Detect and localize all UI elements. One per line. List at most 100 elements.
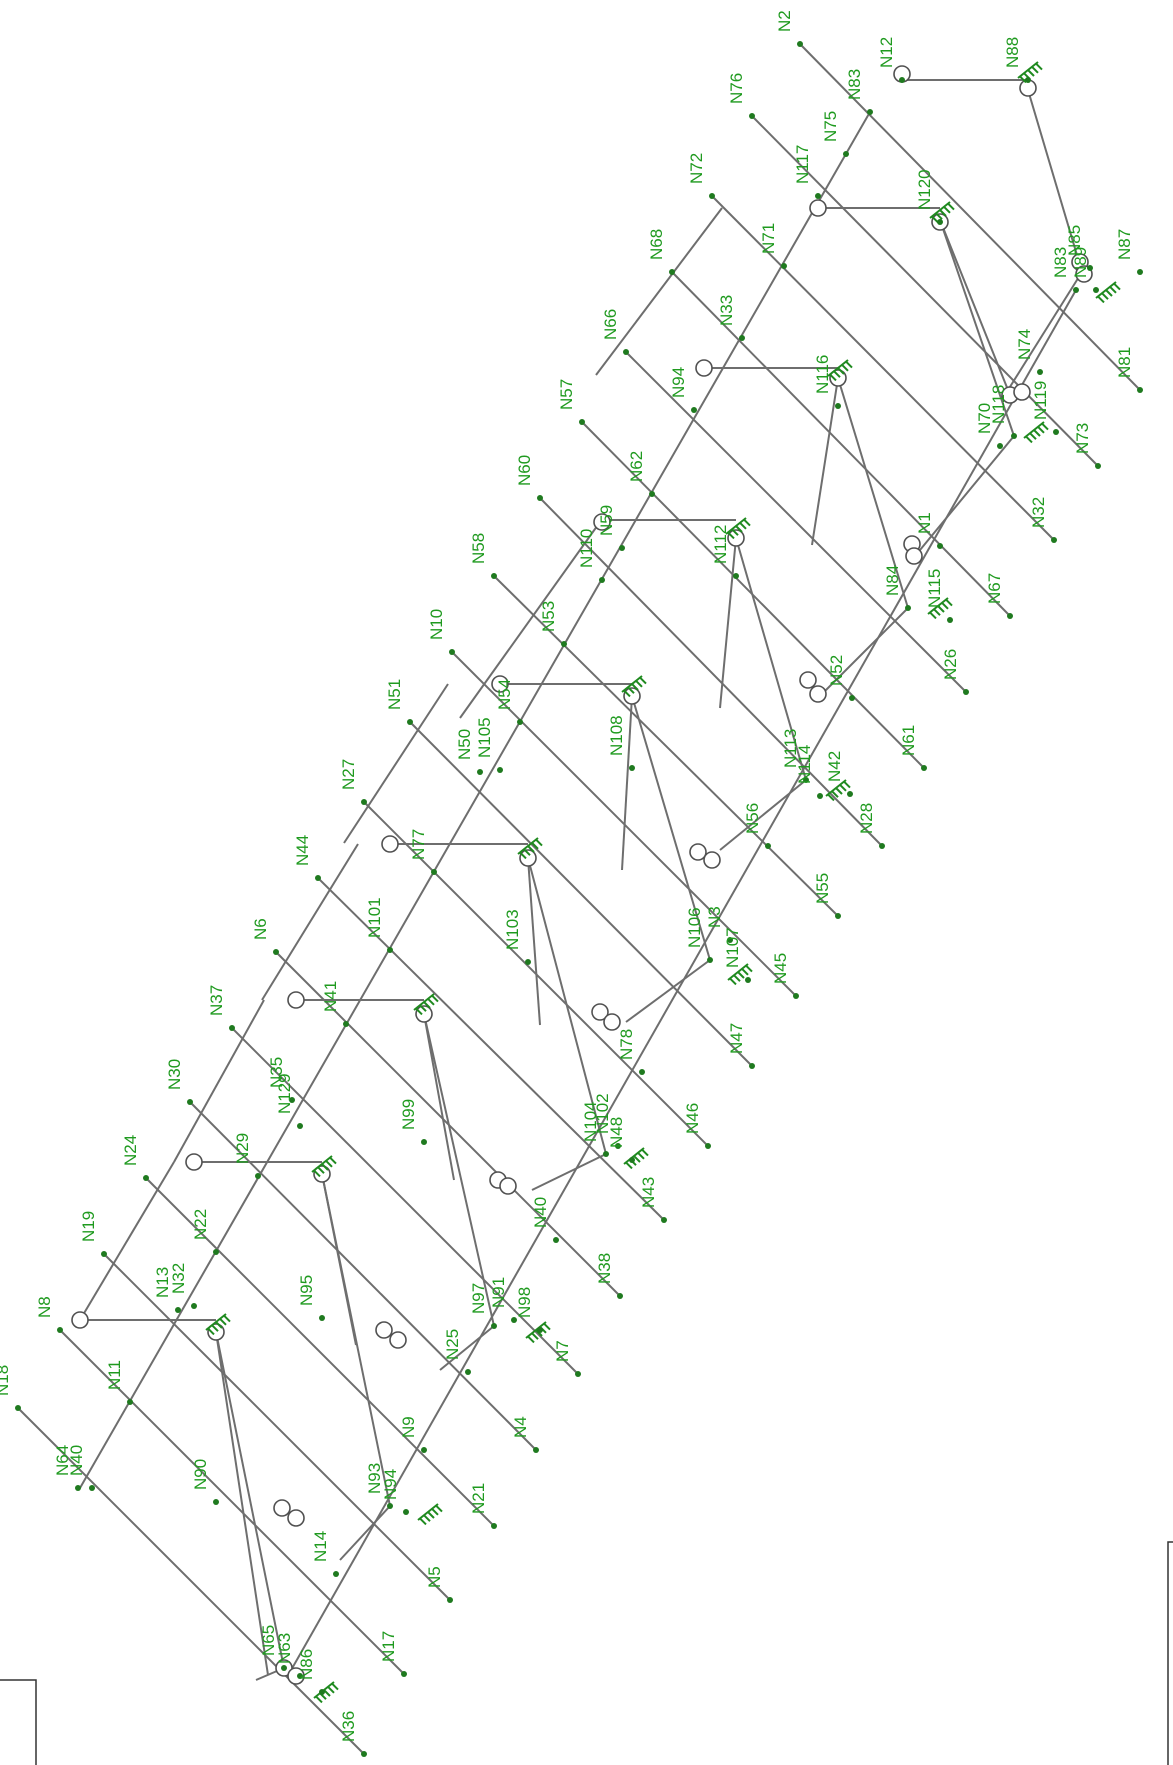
node-dot	[297, 1673, 303, 1679]
node-label: N75	[821, 111, 840, 142]
node-label: N56	[743, 803, 762, 834]
node-dot	[803, 777, 809, 783]
member-line	[719, 537, 737, 709]
node-label: N18	[0, 1365, 12, 1396]
node-label: N74	[1015, 329, 1034, 360]
node-dot	[603, 1151, 609, 1157]
node-dot	[491, 1323, 497, 1329]
member-line	[189, 1101, 537, 1451]
member-line	[819, 607, 909, 697]
member-line	[215, 1331, 269, 1676]
node-dot	[835, 913, 841, 919]
node-label: N73	[1073, 423, 1092, 454]
node-dot	[899, 77, 905, 83]
node-label: N63	[275, 1633, 294, 1664]
node-label: N19	[79, 1211, 98, 1242]
node-dot	[575, 1371, 581, 1377]
node-dot	[1137, 269, 1143, 275]
node-dot	[843, 151, 849, 157]
member-line	[799, 43, 1141, 391]
hinge-circle	[1013, 383, 1031, 401]
node-dot	[229, 1025, 235, 1031]
hinge-circle	[727, 529, 745, 547]
hinge-circle	[591, 1003, 609, 1021]
node-label: N13	[153, 1267, 172, 1298]
node-dot	[537, 1327, 543, 1333]
node-label: N66	[601, 309, 620, 340]
node-dot	[937, 219, 943, 225]
node-dot	[387, 1503, 393, 1509]
node-label: N98	[515, 1287, 534, 1318]
fixed-support-icon	[727, 963, 753, 986]
member-line	[79, 1161, 175, 1321]
node-dot	[905, 605, 911, 611]
node-label: N42	[825, 751, 844, 782]
hinge-circle	[593, 513, 611, 531]
node-dot	[997, 443, 1003, 449]
node-dot	[491, 573, 497, 579]
node-dot	[1011, 433, 1017, 439]
node-label: N91	[489, 1277, 508, 1308]
hinge-circle	[389, 1331, 407, 1349]
node-dot	[213, 1499, 219, 1505]
member-line	[939, 219, 1011, 396]
node-dot	[739, 335, 745, 341]
hinge-circle	[491, 675, 509, 693]
node-dot	[815, 193, 821, 199]
member-line	[719, 779, 807, 851]
node-dot	[937, 543, 943, 549]
hinge-circle	[499, 1177, 517, 1195]
node-label: N52	[827, 655, 846, 686]
node-label: N27	[339, 759, 358, 790]
node-label: N81	[1115, 347, 1134, 378]
node-label: N64	[53, 1445, 72, 1476]
node-dot	[817, 793, 823, 799]
member-line	[59, 1329, 405, 1675]
node-dot	[619, 545, 625, 551]
node-label: N106	[685, 907, 704, 948]
node-label: N129	[275, 1073, 294, 1114]
node-label: N4	[511, 1416, 530, 1438]
hinges-layer	[71, 65, 1093, 1685]
node-dot	[749, 113, 755, 119]
hinge-circle	[809, 685, 827, 703]
member-line	[625, 959, 711, 1023]
member-line	[527, 857, 541, 1026]
hinge-circle	[313, 1165, 331, 1183]
member-line	[231, 1027, 579, 1375]
node-dot	[517, 719, 523, 725]
node-dot	[847, 791, 853, 797]
node-dot	[835, 403, 841, 409]
node-dot	[319, 1315, 325, 1321]
member-line	[215, 1331, 285, 1669]
node-dot	[1037, 369, 1043, 375]
node-dot	[477, 769, 483, 775]
node-dot	[921, 765, 927, 771]
node-label: N53	[539, 601, 558, 632]
hinge-circle	[809, 199, 827, 217]
node-label: N32	[169, 1263, 188, 1294]
node-label: N17	[379, 1631, 398, 1662]
member-line	[735, 537, 807, 781]
node-label: N5	[425, 1566, 444, 1588]
member-line	[317, 877, 665, 1221]
node-dot	[143, 1175, 149, 1181]
node-label: N46	[683, 1103, 702, 1134]
node-dot	[797, 41, 803, 47]
node-label: N40	[531, 1197, 550, 1228]
node-dot	[579, 419, 585, 425]
fixed-support-icon	[417, 1503, 443, 1526]
member-line	[811, 377, 839, 546]
node-dot	[89, 1485, 95, 1491]
node-dot	[1093, 287, 1099, 293]
node-label: N43	[639, 1177, 658, 1208]
node-label: N77	[409, 829, 428, 860]
member-line	[919, 435, 1015, 551]
node-dot	[1137, 387, 1143, 393]
fixed-support-icon	[1095, 281, 1121, 304]
node-label: N120	[915, 169, 934, 210]
node-label: N14	[311, 1531, 330, 1562]
member-line	[423, 1013, 455, 1181]
node-dot	[1087, 265, 1093, 271]
node-label: N24	[121, 1135, 140, 1166]
